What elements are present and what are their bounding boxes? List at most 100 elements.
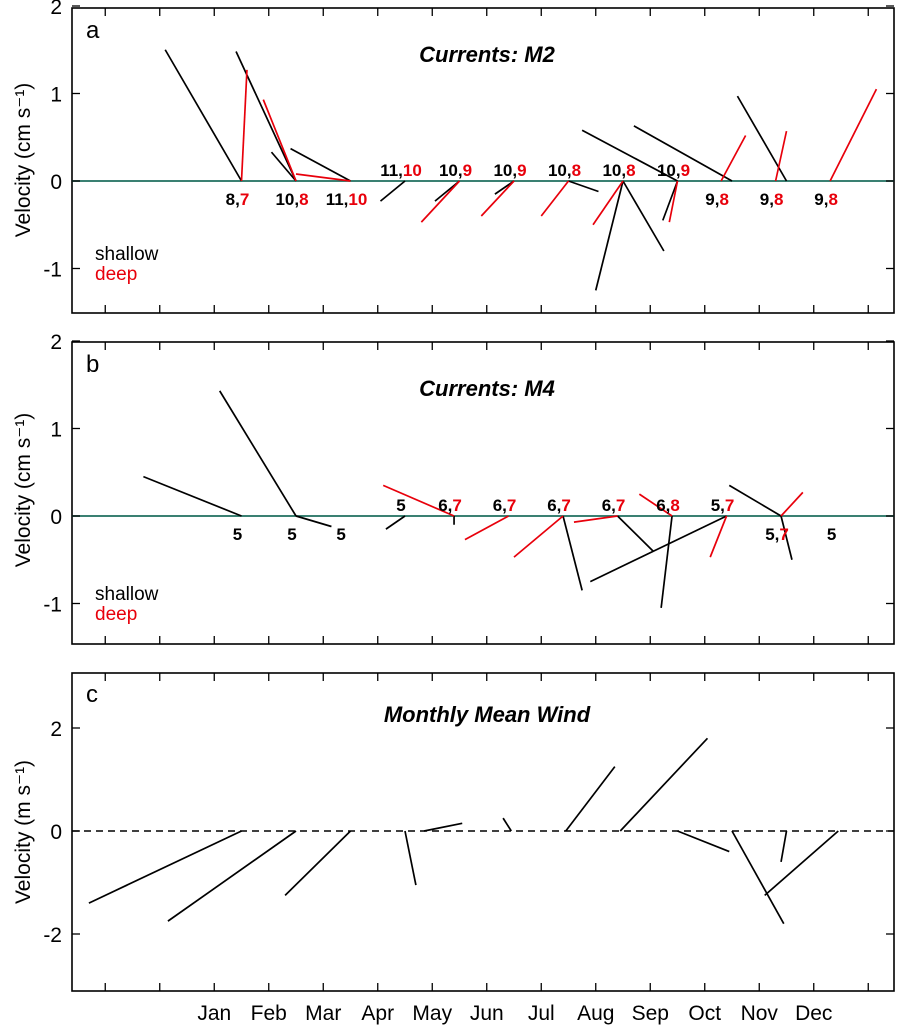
vector-stick-deep <box>709 515 728 558</box>
y-tick-label: -2 <box>43 924 62 947</box>
month-label: Jul <box>528 1002 555 1025</box>
panel-b-letter: b <box>86 351 99 378</box>
panel-a-legend-shallow: shallow <box>95 244 159 265</box>
y-tick-label: 0 <box>50 506 62 529</box>
vector-stick-deep <box>638 493 673 517</box>
depth-label: 9,8 <box>760 190 784 209</box>
y-tick-label: 0 <box>50 171 62 194</box>
vector-stick-wind <box>423 822 463 832</box>
vector-stick-wind <box>764 830 839 897</box>
vector-stick-deep <box>668 180 679 223</box>
panel-b-frame <box>71 341 895 645</box>
panel-c: c Monthly Mean Wind Velocity (m s⁻¹) 2 0 -… <box>12 672 895 992</box>
vector-stick-shallow <box>164 49 243 182</box>
month-label: Nov <box>741 1002 779 1025</box>
panel-b-y-ticks: 2 1 0 -1 <box>43 331 894 617</box>
panel-b-x-ticks <box>104 342 869 644</box>
month-label: Apr <box>361 1002 394 1025</box>
vector-stick-deep <box>464 515 509 541</box>
panel-b-vectors <box>143 390 804 608</box>
month-label: Jan <box>197 1002 231 1025</box>
month-label: Mar <box>305 1002 341 1025</box>
depth-label: 5 <box>827 525 836 544</box>
panel-c-frame <box>71 672 895 992</box>
vector-stick-shallow <box>562 515 583 591</box>
vector-stick-deep <box>573 515 618 523</box>
depth-label: 6,7 <box>602 496 626 515</box>
panel-a-y-ticks: 2 1 0 -1 <box>43 0 894 282</box>
panel-a-x-ticks <box>104 8 869 313</box>
month-label: Feb <box>251 1002 287 1025</box>
panel-a: a Currents: M2 Velocity (cm s⁻¹) 2 1 0 -1 8… <box>12 0 895 314</box>
vector-stick-deep <box>295 173 351 182</box>
vector-stick-deep <box>829 88 878 182</box>
vector-stick-shallow <box>728 484 782 517</box>
vector-stick-shallow <box>270 151 297 182</box>
panel-b-legend-deep: deep <box>95 604 137 625</box>
vector-stick-wind <box>284 830 352 896</box>
depth-label: 10,9 <box>439 161 472 180</box>
vector-stick-shallow <box>143 475 242 517</box>
vector-stick-deep <box>540 180 570 217</box>
y-tick-label: 0 <box>50 821 62 844</box>
month-label: Oct <box>688 1002 721 1025</box>
y-tick-label: 2 <box>50 331 62 354</box>
vector-stick-deep <box>513 515 564 558</box>
depth-label: 5 <box>233 525 242 544</box>
depth-label: 5 <box>396 496 405 515</box>
month-label: Sep <box>632 1002 669 1025</box>
vector-stick-deep <box>240 69 248 182</box>
vector-stick-shallow <box>589 515 727 583</box>
month-axis-labels: Jan Feb Mar Apr May Jun Jul Aug Sep Oct Nov Dec <box>197 1002 832 1025</box>
panel-c-ylabel: Velocity (m s⁻¹) <box>12 760 35 904</box>
panel-c-title: Monthly Mean Wind <box>384 702 591 727</box>
panel-a-frame <box>71 7 895 314</box>
vector-stick-deep <box>774 130 788 182</box>
month-label: Dec <box>795 1002 832 1025</box>
vector-stick-shallow <box>633 125 733 182</box>
y-tick-label: 1 <box>50 419 62 442</box>
panel-c-vectors <box>88 737 839 925</box>
depth-label: 11,10 <box>380 161 422 180</box>
vector-stick-wind <box>731 830 785 925</box>
panel-b-title: Currents: M4 <box>419 376 555 401</box>
vector-stick-shallow <box>295 515 332 528</box>
depth-label: 6,7 <box>493 496 517 515</box>
vector-stick-wind <box>565 766 616 832</box>
depth-label: 5,7 <box>711 496 735 515</box>
depth-label: 10,9 <box>657 161 690 180</box>
vector-stick-shallow <box>568 180 599 193</box>
depth-label: 6,7 <box>547 496 571 515</box>
vector-stick-deep <box>420 180 461 223</box>
y-tick-label: -1 <box>43 594 62 617</box>
depth-label: 10,8 <box>275 190 308 209</box>
vector-stick-shallow <box>379 180 406 202</box>
month-label: Jun <box>470 1002 504 1025</box>
vector-stick-deep <box>382 484 455 517</box>
vector-stick-deep <box>592 180 624 226</box>
panel-b: b Currents: M4 Velocity (cm s⁻¹) 2 1 0 -1 5… <box>12 331 895 645</box>
vector-stick-wind <box>677 830 730 853</box>
vector-stick-wind <box>780 830 788 863</box>
vector-stick-shallow <box>218 390 297 517</box>
panel-c-x-ticks <box>104 673 869 991</box>
depth-label: 10,8 <box>548 161 581 180</box>
vector-stick-deep <box>262 99 297 182</box>
month-label: Aug <box>577 1002 614 1025</box>
vector-stick-deep <box>480 180 515 217</box>
y-tick-label: 2 <box>50 0 62 19</box>
depth-label: 9,8 <box>814 190 838 209</box>
panel-b-ylabel: Velocity (cm s⁻¹) <box>12 413 35 568</box>
vector-stick-shallow <box>780 515 793 560</box>
vector-stick-shallow <box>385 515 406 530</box>
month-label: May <box>412 1002 452 1025</box>
vector-stick-shallow <box>616 515 654 552</box>
vector-stick-shallow <box>660 515 673 608</box>
depth-label: 10,8 <box>602 161 635 180</box>
vector-stick-shallow <box>581 129 678 182</box>
vector-stick-wind <box>619 737 709 832</box>
vector-stick-shallow <box>661 180 679 221</box>
vector-stick-wind <box>88 830 242 904</box>
depth-label: 6,8 <box>656 496 680 515</box>
